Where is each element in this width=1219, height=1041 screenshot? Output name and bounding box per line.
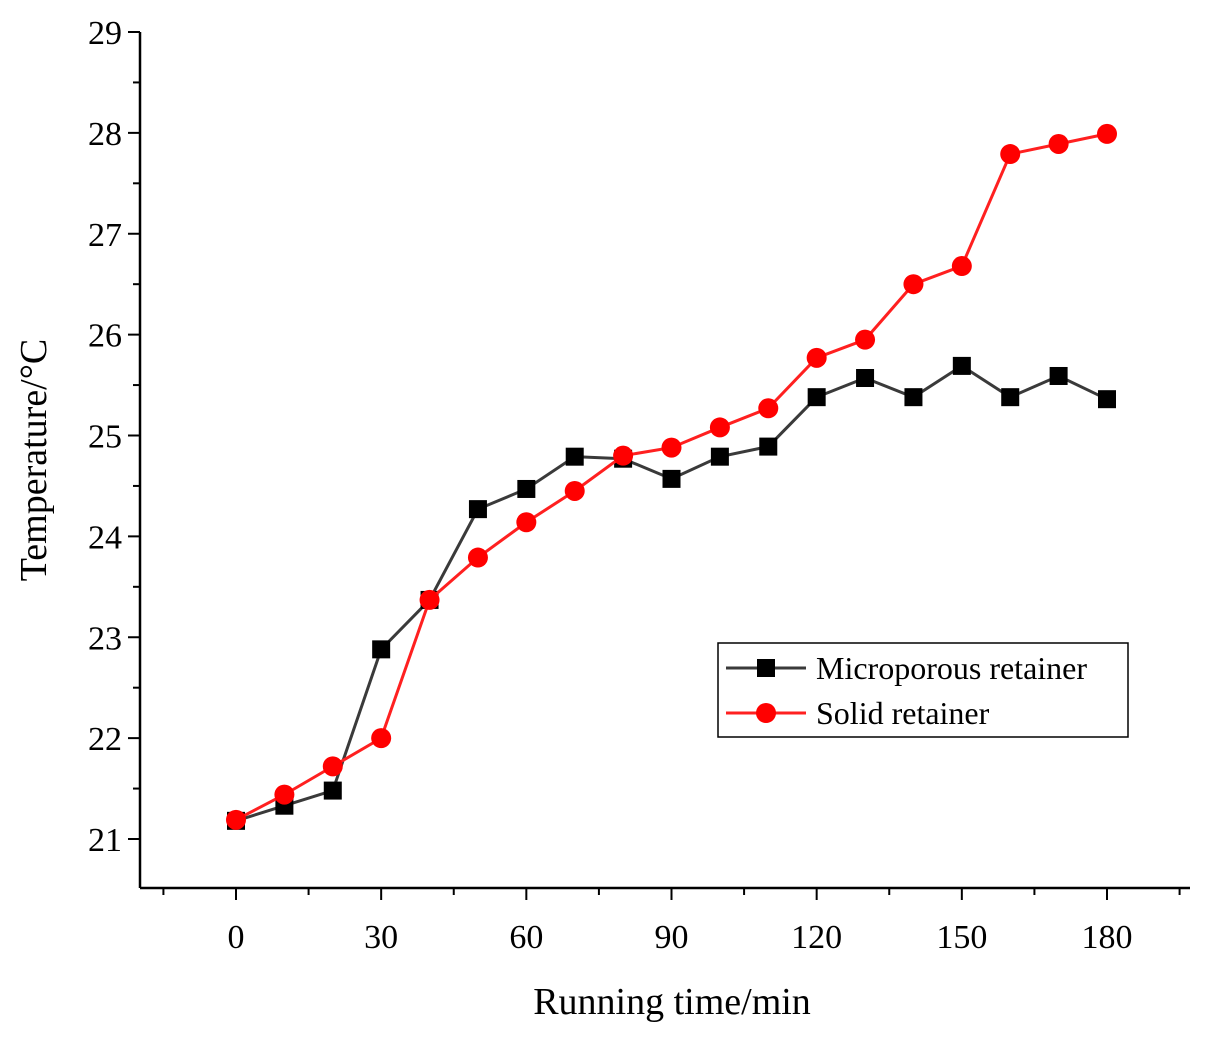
data-point (613, 445, 634, 466)
x-tick-label: 120 (791, 919, 842, 956)
data-point (903, 274, 924, 295)
data-point (323, 781, 342, 800)
y-tick-label: 26 (88, 318, 122, 355)
legend-marker-microporous (757, 659, 775, 677)
data-point (468, 500, 487, 519)
y-axis-label: Temperature/°C (13, 339, 55, 582)
data-point (661, 437, 682, 458)
legend-label-microporous: Microporous retainer (816, 650, 1087, 686)
series-microporous (227, 356, 1116, 830)
x-tick-label: 90 (655, 919, 689, 956)
y-tick-label: 27 (88, 217, 122, 254)
data-point (516, 512, 537, 533)
data-point (371, 728, 392, 749)
x-tick-label: 0 (228, 919, 245, 956)
data-point (951, 256, 972, 277)
data-point (952, 356, 971, 375)
data-point (274, 784, 295, 805)
data-point (419, 589, 440, 610)
data-point (856, 369, 875, 388)
series-layer (226, 123, 1117, 830)
data-point (1048, 133, 1069, 154)
x-axis-label: Running time/min (533, 981, 811, 1023)
y-tick-label: 28 (88, 116, 122, 153)
series-line (235, 364, 1108, 823)
data-point (758, 398, 779, 419)
data-point (807, 388, 826, 407)
legend-box (717, 642, 1129, 738)
data-point (1098, 390, 1116, 409)
y-tick-label: 23 (88, 620, 122, 657)
legend-marker-solid (756, 703, 776, 723)
data-point (855, 329, 876, 350)
x-tick-label: 180 (1082, 919, 1133, 956)
data-point (467, 547, 488, 568)
legend-label-solid: Solid retainer (816, 695, 990, 731)
x-tick-label: 150 (936, 919, 987, 956)
legend: Microporous retainer Solid retainer (717, 642, 1129, 738)
axes: 21 22 23 24 25 26 27 28 29 0 30 60 90 120 150 180 (88, 15, 1190, 956)
data-point (806, 347, 827, 368)
data-point (709, 417, 730, 438)
y-tick-label: 29 (88, 15, 122, 52)
data-point (904, 388, 923, 407)
y-tick-label: 25 (88, 419, 122, 456)
y-tick-label: 21 (88, 822, 122, 859)
data-point (565, 447, 584, 466)
data-point (564, 480, 585, 501)
data-point (662, 469, 681, 488)
data-point (1097, 123, 1117, 144)
data-point (517, 479, 536, 498)
data-point (759, 437, 778, 456)
series-solid (226, 123, 1117, 830)
x-tick-label: 60 (509, 919, 543, 956)
data-point (1049, 366, 1068, 385)
data-point (1001, 388, 1020, 407)
y-tick-label: 24 (88, 519, 122, 556)
data-point (1000, 144, 1021, 165)
data-point (226, 809, 246, 830)
data-point (322, 756, 343, 777)
x-tick-label: 30 (364, 919, 398, 956)
y-tick-label: 22 (88, 721, 122, 758)
data-point (710, 447, 729, 466)
data-point (372, 640, 391, 659)
